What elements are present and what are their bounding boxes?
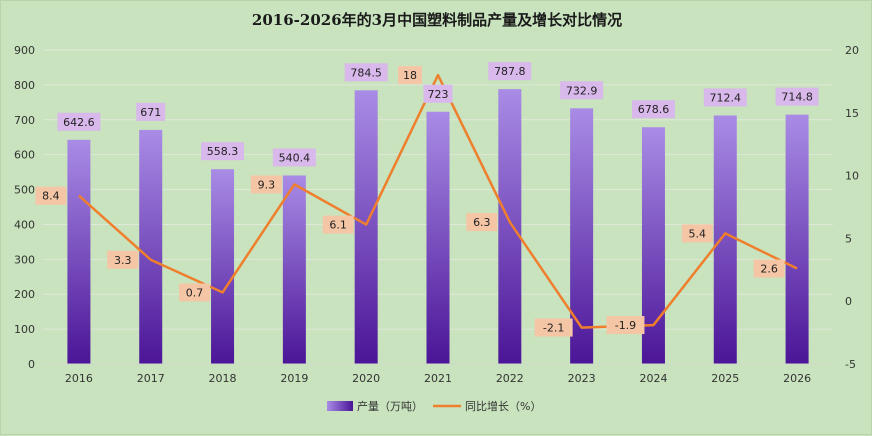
y-left-tick-label: 700 <box>14 114 35 127</box>
bar-label-box <box>631 100 675 119</box>
y-right-tick-label: 0 <box>845 295 852 308</box>
bar-value-label: 732.9 <box>566 84 598 97</box>
bar-series <box>67 89 809 365</box>
x-tick-label: 2020 <box>352 372 380 385</box>
y-left-tick-label: 100 <box>14 323 35 336</box>
bar-value-label: 642.6 <box>63 116 95 129</box>
x-tick-label: 2022 <box>496 372 524 385</box>
x-tick-label: 2025 <box>711 372 739 385</box>
growth-line <box>78 73 798 329</box>
y-right-tick-label: 5 <box>845 232 852 245</box>
bar-value-label: 714.8 <box>781 91 813 104</box>
bar-label-box <box>775 87 819 106</box>
legend-line-label: 同比增长（%） <box>465 399 541 413</box>
bar-value-label: 787.8 <box>494 65 526 78</box>
legend-bar-swatch <box>327 401 353 411</box>
line-label-box <box>753 259 785 278</box>
y-left-tick-label: 0 <box>28 358 35 371</box>
x-tick-label: 2021 <box>424 372 452 385</box>
bar-value-label: 671 <box>140 106 161 119</box>
bar-label-box <box>703 88 747 107</box>
bar <box>426 111 450 365</box>
line-value-label: -2.1 <box>543 322 564 335</box>
y-left-tick-label: 400 <box>14 218 35 231</box>
line-label-box <box>179 283 211 302</box>
bar-label-box <box>57 112 101 131</box>
chart-title: 2016-2026年的3月中国塑料制品产量及增长对比情况 <box>252 11 622 29</box>
bar <box>282 175 306 364</box>
line-value-label: 6.3 <box>473 216 491 229</box>
y-left-tick-label: 900 <box>14 44 35 57</box>
bar <box>498 89 522 365</box>
line-label-box <box>322 215 354 234</box>
bar <box>67 139 91 364</box>
y-left-tick-label: 600 <box>14 149 35 162</box>
line-value-label: 0.7 <box>186 286 204 299</box>
x-tick-label: 2018 <box>209 372 237 385</box>
x-tick-label: 2016 <box>65 372 93 385</box>
bar-label-box <box>136 102 166 121</box>
line-value-label: 2.6 <box>760 263 778 276</box>
x-tick-label: 2017 <box>137 372 165 385</box>
line-label-box <box>681 224 713 243</box>
data-labels: 642.6 671 558.3 540.4 784.5 723 787.8 732.9 678.… <box>35 62 819 337</box>
bar <box>785 114 809 364</box>
line-value-label: 6.1 <box>329 219 347 232</box>
bar-label-box <box>423 84 453 103</box>
y-left-tick-label: 500 <box>14 184 35 197</box>
y-left-tick-label: 200 <box>14 288 35 301</box>
bar-label-box <box>488 62 532 81</box>
y-right-tick-label: 10 <box>845 170 859 183</box>
line-label-box <box>250 175 282 194</box>
bar-label-box <box>344 63 388 82</box>
line-series <box>78 73 798 329</box>
line-value-label: 18 <box>403 69 417 82</box>
legend: 产量（万吨） 同比增长（%） <box>327 399 541 413</box>
line-value-label: -1.9 <box>615 319 636 332</box>
bar-label-box <box>272 148 316 167</box>
y-left-tick-label: 300 <box>14 253 35 266</box>
bar-value-label: 784.5 <box>350 66 382 79</box>
bar-value-label: 723 <box>428 88 449 101</box>
bar-value-label: 540.4 <box>279 151 311 164</box>
bar <box>139 129 163 364</box>
bar-value-label: 558.3 <box>207 145 239 158</box>
bar-value-label: 712.4 <box>710 91 742 104</box>
y-right-tick-label: -5 <box>845 358 856 371</box>
line-label-box <box>107 250 139 269</box>
line-value-label: 9.3 <box>258 178 276 191</box>
bar <box>713 115 737 364</box>
y-right-tick-label: 20 <box>845 44 859 57</box>
x-tick-label: 2019 <box>280 372 308 385</box>
y-right-tick-label: 15 <box>845 107 859 120</box>
line-value-label: 8.4 <box>42 190 60 203</box>
line-label-box <box>398 66 422 85</box>
bar-label-box <box>560 81 604 100</box>
line-value-label: 5.4 <box>689 227 707 240</box>
line-label-box <box>606 316 645 335</box>
x-tick-label: 2024 <box>639 372 667 385</box>
line-label-box <box>35 186 67 205</box>
x-tick-label: 2023 <box>568 372 596 385</box>
bar <box>570 108 594 364</box>
axes: 0100200300400500600700800900-50510152020… <box>14 44 859 385</box>
line-label-box <box>466 213 498 232</box>
bar <box>211 169 235 364</box>
line-label-box <box>534 318 573 337</box>
y-left-tick-label: 800 <box>14 79 35 92</box>
legend-bar-label: 产量（万吨） <box>357 399 423 413</box>
bar <box>354 90 378 365</box>
x-tick-label: 2026 <box>783 372 811 385</box>
bar-label-box <box>201 142 245 161</box>
bar <box>641 127 665 364</box>
bar-value-label: 678.6 <box>638 103 670 116</box>
line-value-label: 3.3 <box>114 254 132 267</box>
